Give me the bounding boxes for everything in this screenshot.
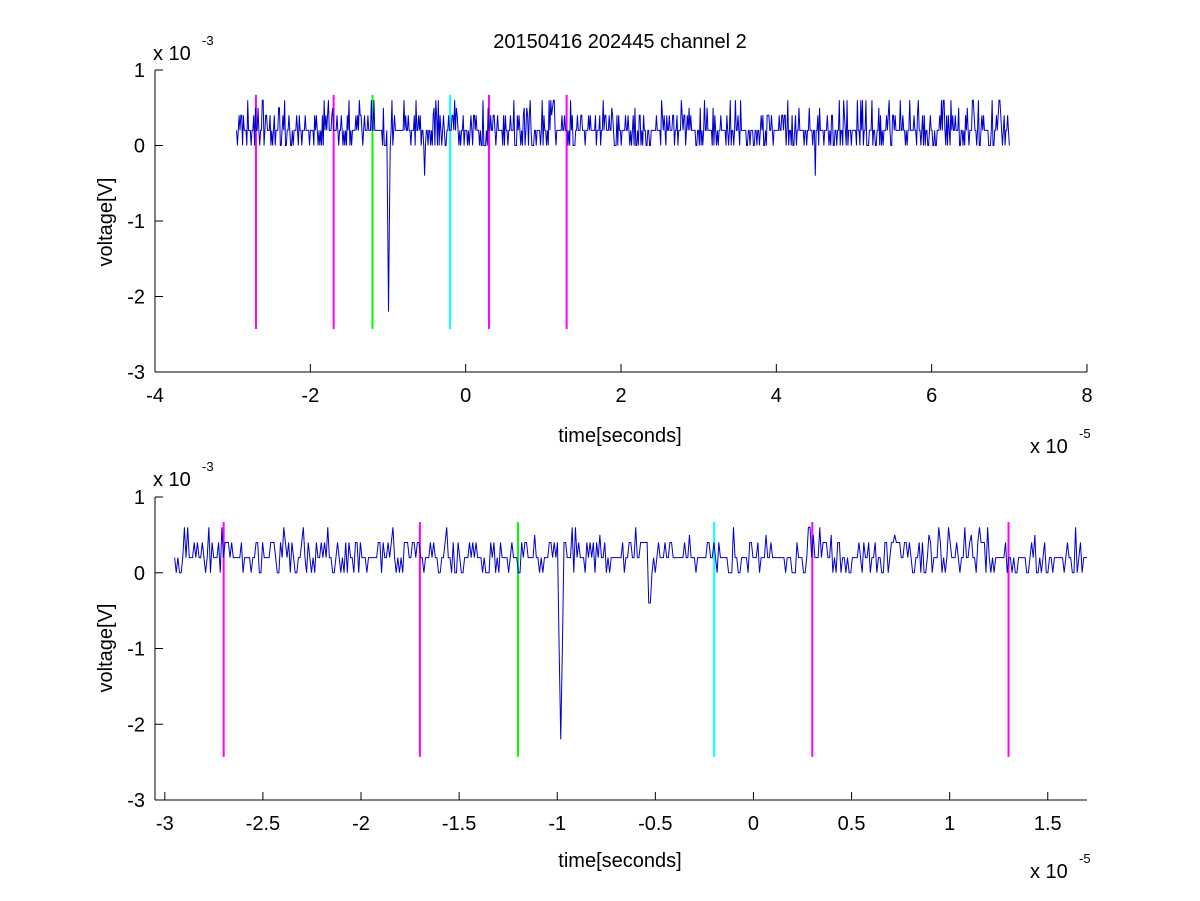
y-tick-label: -2 [127,287,145,309]
bottom-x-tick-labels: -3 -2.5 -2 -1.5 -1 -0.5 0 0.5 1 1.5 [156,813,1062,835]
y-tick-label: 0 [134,563,145,585]
bottom-marker-lines [222,521,1010,757]
x-tick-label: -1.5 [442,813,476,835]
bottom-x-axis-label: time[seconds] [558,850,681,872]
top-axes: -4 -2 0 2 4 6 8 -3 -2 -1 0 1 time[seconds] voltage… [95,33,1093,458]
x-tick-label: 4 [771,385,782,407]
y-tick-label: 1 [134,487,145,509]
y-tick-label: 1 [134,60,145,82]
top-y-tick-labels: -3 -2 -1 0 1 [127,60,145,384]
top-y-axis-label: voltage[V] [95,178,117,267]
top-y-exponent: -3 [202,33,214,48]
x-tick-label: 6 [926,385,937,407]
x-tick-label: -0.5 [638,813,672,835]
x-tick-label: -2.5 [246,813,280,835]
x-tick-label: -3 [156,813,174,835]
x-tick-label: 1.5 [1034,813,1062,835]
x-tick-label: 8 [1081,385,1092,407]
x-tick-label: 0 [748,813,759,835]
top-x-axis-label: time[seconds] [558,425,681,447]
bottom-voltage-trace [174,526,1087,740]
y-tick-label: -1 [127,211,145,233]
y-tick-label: 0 [134,136,145,158]
top-marker-lines [254,94,568,329]
bottom-y-multiplier: x 10 [153,469,191,491]
bottom-y-axis-label: voltage[V] [95,604,117,693]
figure-title: 20150416 202445 channel 2 [493,31,747,53]
x-tick-label: 2 [615,385,626,407]
y-tick-label: -3 [127,362,145,384]
x-tick-label: -1 [548,813,566,835]
top-x-exponent: -5 [1079,426,1091,441]
bottom-axes: -3 -2.5 -2 -1.5 -1 -0.5 0 0.5 1 1.5 -3 -2 -1 0 1 time… [95,459,1091,883]
x-tick-label: 0 [460,385,471,407]
bottom-x-multiplier: x 10 [1030,861,1068,883]
x-tick-label: -2 [352,813,370,835]
top-x-multiplier: x 10 [1030,436,1068,458]
bottom-y-exponent: -3 [202,459,214,474]
y-tick-label: -3 [127,790,145,812]
x-tick-label: -4 [146,385,164,407]
y-tick-label: -1 [127,639,145,661]
top-y-multiplier: x 10 [153,43,191,65]
top-voltage-trace [236,99,1010,312]
x-tick-label: 0.5 [838,813,866,835]
x-tick-label: 1 [944,813,955,835]
bottom-y-tick-labels: -3 -2 -1 0 1 [127,487,145,812]
y-tick-label: -2 [127,714,145,736]
bottom-x-exponent: -5 [1079,851,1091,866]
top-x-tick-labels: -4 -2 0 2 4 6 8 [146,385,1092,407]
x-tick-label: -2 [301,385,319,407]
